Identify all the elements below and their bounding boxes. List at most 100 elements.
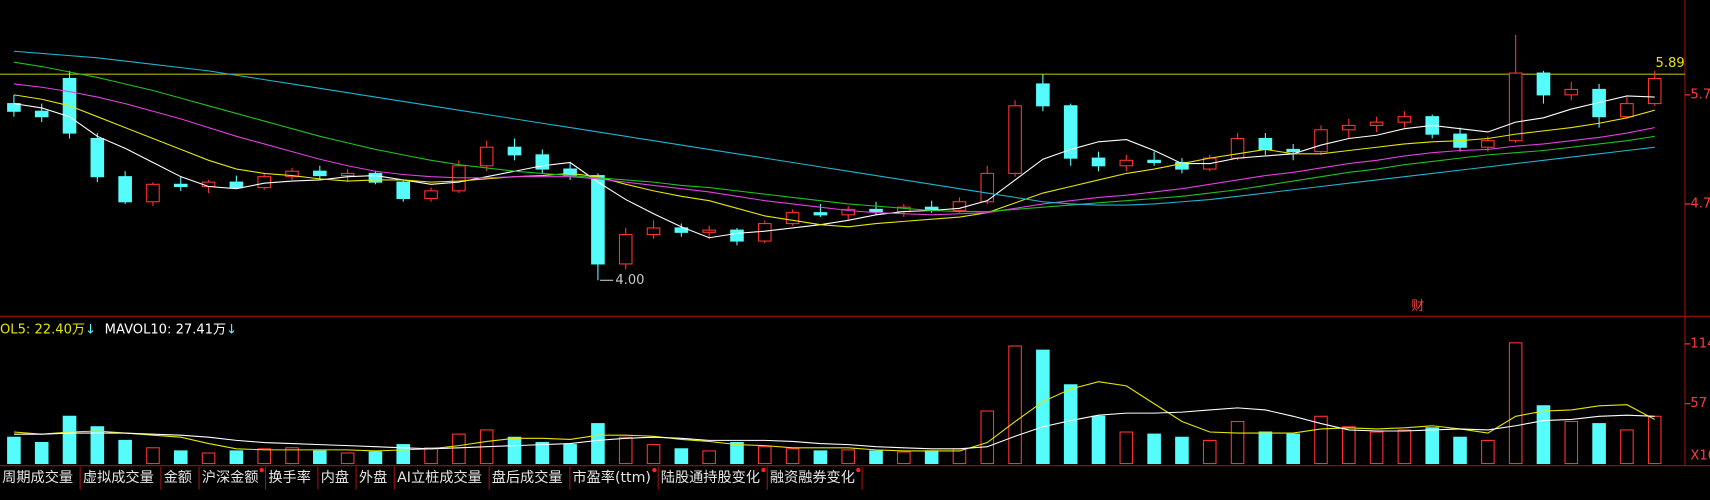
tab[interactable]: 沪深金额 xyxy=(200,466,267,490)
candle-body xyxy=(257,176,272,189)
volume-bar xyxy=(591,423,605,465)
ma-line xyxy=(13,95,1655,239)
candle-body xyxy=(869,208,883,213)
tab-label: 陆股通持股变化 xyxy=(660,470,761,487)
tab[interactable]: 换手率 xyxy=(266,466,319,490)
tab[interactable]: 外盘 xyxy=(357,466,395,490)
tab[interactable]: 盘后成交量 xyxy=(490,466,571,490)
tab[interactable]: 融资融券变化 xyxy=(768,466,863,490)
volume-bar xyxy=(980,410,995,465)
volume-bar xyxy=(757,446,772,465)
volume-bar xyxy=(257,448,272,465)
candle-body xyxy=(1314,129,1328,153)
volume-bar xyxy=(1620,429,1634,465)
volume-bar xyxy=(62,415,77,465)
candle-body xyxy=(1036,83,1050,107)
volume-bar xyxy=(618,436,633,465)
volume-bar xyxy=(340,452,355,465)
candle-body xyxy=(201,181,216,188)
candle-body xyxy=(618,233,633,265)
candle-body xyxy=(368,172,383,183)
ma-line xyxy=(13,50,1655,206)
legend-arrow: ↓ xyxy=(85,322,96,337)
candle-body xyxy=(1258,137,1273,150)
tab[interactable]: 周期成交量 xyxy=(0,466,81,490)
candle-body xyxy=(1341,124,1356,131)
tab-label: 周期成交量 xyxy=(2,470,74,487)
candle-body xyxy=(118,176,132,203)
tab-label: 外盘 xyxy=(358,470,388,487)
ma-line xyxy=(13,83,1655,216)
volume-bar xyxy=(368,451,383,465)
candle-body xyxy=(340,172,355,177)
tab-bar: 周期成交量 虚拟成交量 金额 沪深金额 换手率 内盘 外盘 AI立桩成交量 盘后成交量 市盈率(t… xyxy=(0,466,863,490)
volume-bar xyxy=(674,448,689,465)
volume-bar xyxy=(1286,433,1300,465)
tab-dot xyxy=(652,467,657,473)
tab-dot xyxy=(259,467,264,473)
volume-bar xyxy=(146,447,160,465)
candle-body xyxy=(173,183,188,188)
volume-bar xyxy=(201,452,216,465)
volume-bar xyxy=(1536,405,1551,465)
candle-body xyxy=(229,181,244,189)
y-tick-label: 5.7 xyxy=(1690,87,1710,102)
candle-body xyxy=(1620,103,1634,118)
candle-body xyxy=(1147,159,1161,164)
volume-bar xyxy=(452,433,466,465)
tab-label: 沪深金额 xyxy=(201,470,259,487)
candle-body xyxy=(1119,159,1134,167)
volume-bar xyxy=(841,449,856,465)
tab[interactable]: 虚拟成交量 xyxy=(81,466,162,490)
candle-body xyxy=(90,137,105,178)
candle-body xyxy=(980,172,995,203)
legend-label: OL5: 22.40万 xyxy=(0,322,85,337)
tab-label: 盘后成交量 xyxy=(491,470,563,487)
candle-body xyxy=(1008,105,1022,174)
tab[interactable]: 金额 xyxy=(161,466,200,490)
candle-body xyxy=(757,223,772,242)
volume-bar xyxy=(1008,345,1022,465)
candle-body xyxy=(785,212,800,225)
event-marker: 财 xyxy=(1411,298,1424,314)
candle-body xyxy=(1481,140,1495,148)
volume-bar xyxy=(1202,439,1217,465)
candle-body xyxy=(313,170,327,177)
volume-bar xyxy=(924,450,939,465)
volume-bar xyxy=(1341,426,1356,465)
ma-line xyxy=(13,61,1655,213)
candle-body xyxy=(285,170,299,178)
volume-bar xyxy=(285,447,299,465)
candle-body xyxy=(396,181,411,200)
volume-bar xyxy=(1592,423,1606,465)
candle-body xyxy=(479,146,494,167)
volume-bar xyxy=(813,450,828,465)
tab[interactable]: 内盘 xyxy=(319,466,357,490)
volume-bar xyxy=(34,441,49,465)
tab[interactable]: AI立桩成交量 xyxy=(395,466,490,490)
volume-bar xyxy=(118,439,132,465)
volume-bar xyxy=(1175,436,1189,465)
volume-bar xyxy=(646,444,661,465)
y-tick-label: 57 xyxy=(1690,396,1707,411)
volume-bar xyxy=(507,436,522,465)
volume-bar xyxy=(702,450,716,465)
volume-bar xyxy=(1647,415,1662,465)
tab-label: 内盘 xyxy=(320,470,350,487)
volume-bar xyxy=(1230,420,1245,465)
reference-label: 5.89 xyxy=(1656,56,1685,71)
tab-dot xyxy=(856,467,861,473)
volume-bar xyxy=(1453,436,1467,465)
candle-body xyxy=(1286,148,1300,153)
tab[interactable]: 市盈率(ttm) xyxy=(570,466,659,490)
unit-label: X10 xyxy=(1690,448,1710,463)
candle-body xyxy=(1647,77,1662,105)
candle-body xyxy=(841,208,856,216)
volume-bar xyxy=(1481,439,1495,465)
volume-bar xyxy=(1397,429,1412,465)
volume-bar xyxy=(424,447,438,465)
volume-bar xyxy=(1425,427,1440,465)
tab[interactable]: 陆股通持股变化 xyxy=(659,466,768,490)
volume-bar xyxy=(535,441,550,465)
